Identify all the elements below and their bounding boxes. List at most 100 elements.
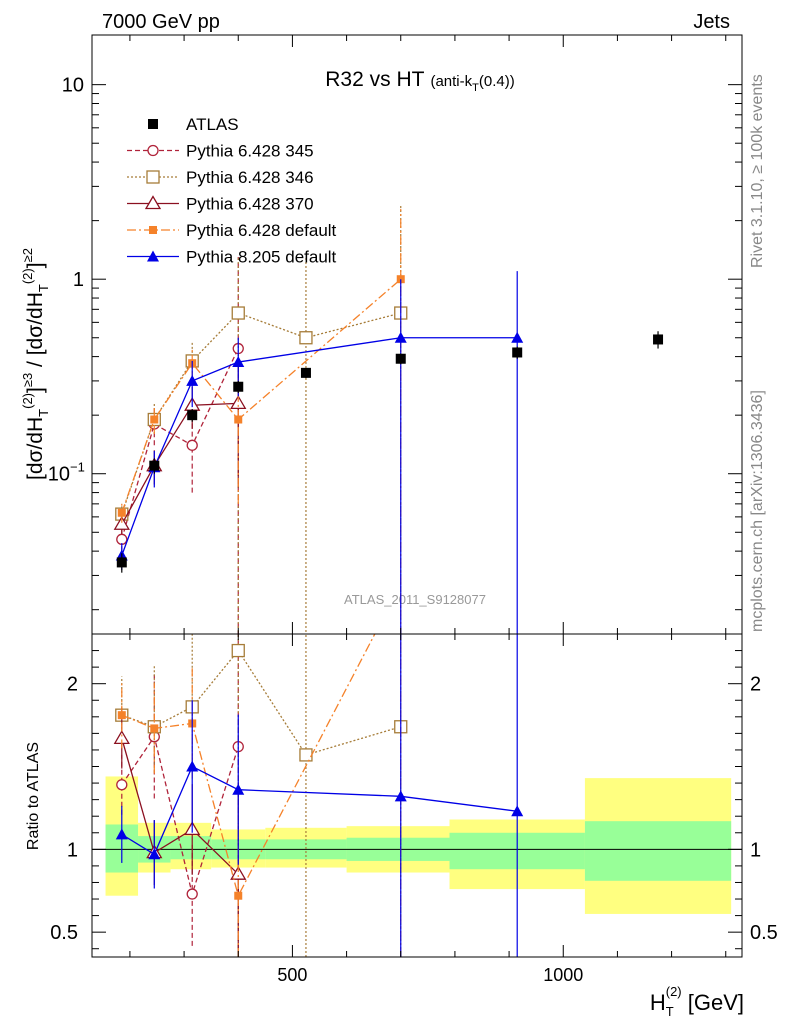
ratio-point-pythia-8-205-default [394, 790, 407, 802]
point-pythia-8-205-default [511, 331, 524, 343]
main-series-group [113, 205, 524, 634]
atlas-point [187, 410, 198, 421]
legend-marker-pythia-8-205-default [147, 250, 159, 262]
ratio-y-tick-label-right: 0.5 [750, 922, 778, 944]
series-line-pythia-6-428-370 [121, 402, 239, 525]
y-title-part: / [dσ/dH [24, 292, 47, 373]
title-sub: (anti-k [430, 73, 472, 90]
atlas-point [653, 334, 664, 345]
x-title-part: H [650, 990, 666, 1015]
y-title-part: (2) [20, 268, 35, 284]
legend-marker-pythia-6-428-370 [144, 195, 162, 210]
point-pythia-6-428-345 [116, 533, 128, 545]
ratio-line-pythia-8-205-default [121, 765, 518, 856]
header-right: Jets [693, 11, 730, 33]
ratio-y-tick-label-right: 2 [750, 674, 761, 696]
legend-label-pythia-6-428-default: Pythia 6.428 default [186, 221, 337, 240]
ratio-band-inner [584, 821, 732, 881]
x-title-part: T [666, 1004, 674, 1019]
ratio-point-pythia-6-428-default [234, 891, 243, 900]
y-title-part: [dσ/dH [24, 417, 47, 480]
chart-title: R32 vs HT (anti-kT(0.4)) [325, 68, 514, 94]
point-pythia-6-428-346 [299, 331, 313, 345]
y-tick-label: 10 [48, 464, 70, 486]
ratio-point-pythia-6-428-default [117, 711, 126, 720]
x-axis-title: HT (2) [GeV] [650, 984, 744, 1019]
ratio-y-tick-label: 1 [67, 839, 78, 861]
ratio-point-pythia-8-205-default [186, 760, 199, 772]
ratio-point-pythia-8-205-default [148, 848, 161, 860]
x-title-part: (2) [666, 984, 682, 999]
legend-label-pythia-6-428-370: Pythia 6.428 370 [186, 195, 314, 214]
legend-marker-atlas [148, 119, 158, 129]
ratio-line-pythia-6-428-346 [121, 649, 401, 756]
title-main: R32 vs HT [325, 68, 424, 91]
ratio-point-pythia-8-205-default [511, 805, 524, 817]
series-line-pythia-6-428-346 [121, 312, 401, 515]
side-mcplots-label: mcplots.cern.ch [arXiv:1306.3436] [749, 390, 766, 632]
legend-label-atlas: ATLAS [186, 115, 239, 134]
side-rivet-label: Rivet 3.1.10, ≥ 100k events [749, 74, 766, 268]
legend-marker-pythia-6-428-346 [146, 170, 160, 184]
ratio-point-pythia-6-428-345 [116, 779, 128, 791]
ratio-point-pythia-6-428-346 [299, 748, 313, 762]
point-pythia-6-428-370 [230, 395, 247, 410]
ratio-point-pythia-6-428-346 [231, 643, 245, 658]
series-line-pythia-8-205-default [121, 337, 518, 556]
atlas-point [512, 347, 523, 358]
x-tick-label: 500 [277, 965, 307, 985]
ratio-y-tick-label: 2 [67, 674, 78, 696]
legend-label-pythia-6-428-345: Pythia 6.428 345 [186, 142, 314, 161]
ratio-line-pythia-6-428-345 [121, 735, 239, 897]
point-pythia-6-428-default [117, 508, 126, 517]
point-pythia-6-428-default [234, 415, 243, 424]
header-left: 7000 GeV pp [102, 11, 220, 33]
point-pythia-8-205-default [232, 356, 245, 368]
y-title-part: ] [24, 387, 47, 393]
ratio-band-inner [170, 836, 212, 860]
y-tick-label: 10 [62, 75, 84, 97]
series-line-pythia-6-428-default [121, 278, 402, 513]
y-title-part: ] [24, 262, 47, 268]
title-sub: T [472, 82, 479, 94]
ratio-point-pythia-8-205-default [115, 828, 128, 840]
point-pythia-6-428-default [150, 415, 159, 424]
legend-marker-pythia-6-428-345 [147, 144, 159, 157]
ratio-point-pythia-6-428-default [150, 724, 159, 733]
point-pythia-6-428-346 [231, 306, 245, 320]
atlas-point [233, 381, 244, 392]
ratio-point-pythia-6-428-370 [230, 865, 247, 880]
ratio-y-tick-label: 0.5 [50, 922, 78, 944]
y-title-part: ≥2 [20, 248, 35, 262]
point-pythia-6-428-345 [186, 439, 198, 451]
ratio-point-pythia-8-205-default [232, 783, 245, 795]
atlas-point [116, 557, 127, 568]
ratio-y-tick-label-right: 1 [750, 839, 761, 861]
title-sub: (0.4)) [479, 73, 515, 90]
y-title-part: ≥3 [20, 373, 35, 387]
y-title-part: T [36, 409, 51, 417]
atlas-point [149, 460, 160, 471]
ratio-point-pythia-6-428-345 [186, 888, 198, 900]
y-tick-exponent: −1 [70, 460, 85, 475]
atlas-point [395, 353, 406, 364]
ratio-line-pythia-6-428-370 [121, 738, 239, 875]
ratio-y-axis-title: Ratio to ATLAS [25, 742, 42, 850]
y-axis-title: [dσ/dHT(2)]≥3 / [dσ/dHT(2)]≥2 [20, 248, 51, 480]
svg-text:[dσ/dHT(2)]≥3 / [dσ/dHT(2)]≥2: [dσ/dHT(2)]≥3 / [dσ/dHT(2)]≥2 [20, 248, 51, 480]
point-pythia-8-205-default [186, 374, 199, 386]
legend-label-pythia-8-205-default: Pythia 8.205 default [186, 248, 337, 267]
x-tick-label: 1000 [543, 965, 583, 985]
y-tick-label: 1 [73, 269, 84, 291]
y-title-part: T [36, 284, 51, 292]
ratio-panel-frame [91, 633, 743, 958]
legend-label-pythia-6-428-346: Pythia 6.428 346 [186, 168, 314, 187]
series-line-pythia-6-428-345 [121, 348, 239, 540]
ratio-series-group [113, 634, 524, 957]
point-pythia-6-428-370 [113, 515, 130, 530]
y-title-part: (2) [20, 393, 35, 409]
x-title-part: [GeV] [682, 990, 744, 1015]
atlas-point [300, 367, 311, 378]
point-pythia-8-205-default [394, 331, 407, 343]
